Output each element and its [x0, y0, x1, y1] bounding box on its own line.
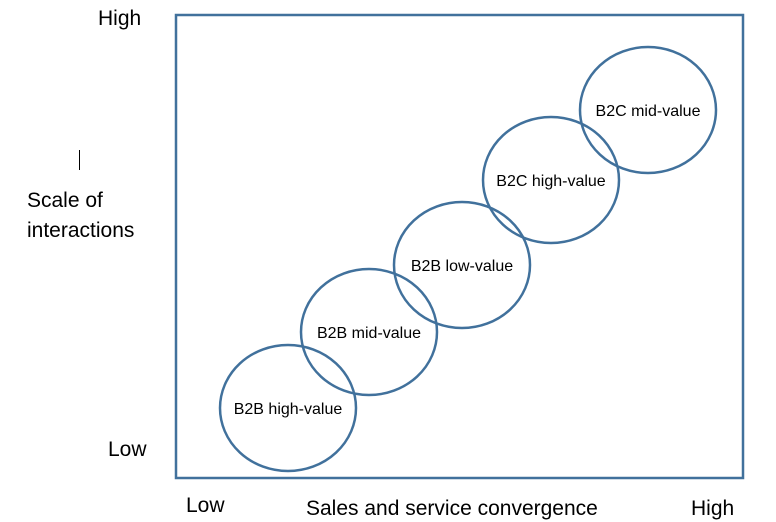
segment-b2c-mid-value: B2C mid-value — [578, 45, 718, 175]
segment-ellipse — [299, 267, 439, 397]
segment-b2c-high-value: B2C high-value — [481, 115, 621, 245]
segment-ellipse — [392, 200, 532, 330]
segment-ellipse — [578, 45, 718, 175]
segment-b2b-mid-value: B2B mid-value — [299, 267, 439, 397]
segment-label: B2C mid-value — [596, 103, 701, 120]
x-axis-low-label: Low — [186, 494, 225, 517]
segment-label: B2B high-value — [234, 401, 343, 418]
segment-label: B2C high-value — [496, 173, 606, 190]
segment-label: B2B mid-value — [317, 325, 421, 342]
segment-b2b-low-value: B2B low-value — [392, 200, 532, 330]
y-axis-high-label: High — [98, 7, 142, 30]
segment-ellipse — [218, 343, 358, 473]
segment-layer: B2B high-value B2B mid-value B2B low-value… — [218, 45, 718, 473]
segment-label: B2B low-value — [411, 258, 513, 275]
x-axis-title: Sales and service convergence — [306, 497, 598, 520]
plot-frame — [174, 13, 745, 480]
segment-ellipse — [481, 115, 621, 245]
y-axis-title: Scale of interactions — [27, 189, 135, 242]
segment-b2b-high-value: B2B high-value — [218, 343, 358, 473]
x-axis-high-label: High — [691, 497, 735, 520]
stray-tick-mark — [79, 150, 80, 170]
y-axis-low-label: Low — [108, 438, 147, 461]
